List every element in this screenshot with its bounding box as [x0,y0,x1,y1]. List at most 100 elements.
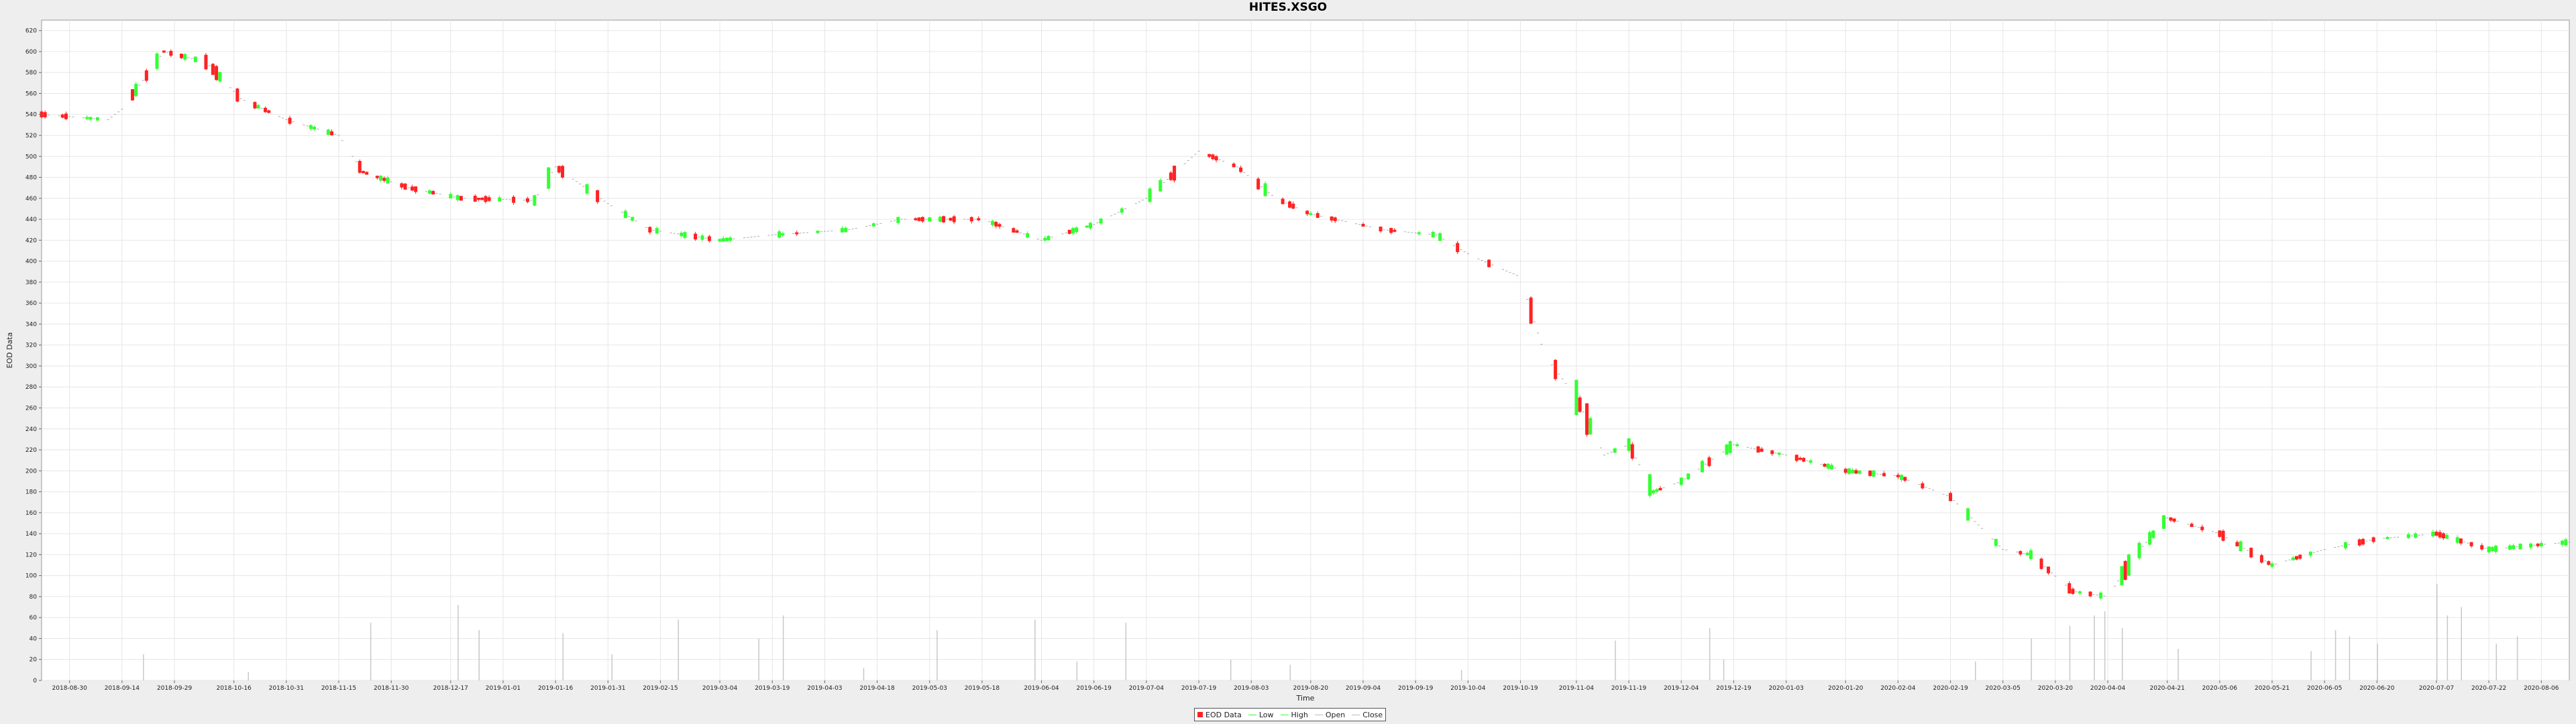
candle-down [1256,178,1260,190]
candle-up [379,176,383,181]
candle-up [2508,545,2512,550]
candle-up [95,117,99,121]
x-tick-label: 2018-11-30 [374,685,409,692]
candle-down [1756,446,1760,453]
candle-up [2270,563,2274,567]
x-tick-label: 2019-07-19 [1181,685,1217,692]
candle-up [533,195,537,206]
candle-up [218,72,222,82]
y-tick-label: 440 [25,217,37,223]
candle-down [1211,154,1215,160]
candle-down [2434,532,2438,536]
candle-down [361,171,365,174]
candle-up [2137,542,2141,558]
x-tick-label: 2019-06-04 [1024,685,1059,692]
volume-bar [2516,636,2518,680]
y-tick-label: 500 [25,154,37,160]
candle-up [1159,180,1163,192]
candle-up [1826,463,1830,469]
candle-down [1012,228,1016,233]
candle-down [211,64,215,75]
candle-down [358,161,362,173]
candle-up [1648,474,1652,496]
candle-down [375,176,379,178]
volume-bar [143,654,144,680]
candle-down [920,217,924,222]
candle-down [977,218,981,221]
candle-down [476,198,480,200]
candle-down [1456,243,1460,253]
candle-down [2294,556,2298,560]
volume-bar [1076,661,1078,680]
candle-down [1214,156,1218,161]
candle-down [2068,583,2072,594]
x-tick-label: 2018-09-29 [157,685,193,692]
candle-down [1823,463,1827,467]
legend-item-close: Close [1352,711,1383,719]
y-tick-label: 180 [25,489,37,496]
candle-up [2494,546,2498,552]
candle-down [1949,493,1953,501]
candle-down [1379,227,1383,232]
x-tick-label: 2019-12-19 [1716,685,1752,692]
x-tick-label: 2019-11-04 [1559,685,1595,692]
candle-down [43,112,47,117]
candle-down [2235,542,2239,546]
candle-up [1679,477,1683,485]
x-tick-label: 2019-03-04 [702,685,738,692]
candle-down [2046,566,2050,574]
candle-up [2561,540,2565,545]
x-tick-label: 2019-01-31 [590,685,625,692]
candle-down [382,178,386,181]
y-tick-label: 580 [25,70,37,76]
y-axis-label: EOD Data [5,333,14,369]
y-tick-label: 120 [25,552,37,558]
candle-up [2487,546,2491,552]
x-tick-label: 2020-02-19 [1933,685,1968,692]
x-tick-label: 2019-09-04 [1346,685,1381,692]
candle-up [680,233,684,237]
candle-down [484,196,488,202]
candle-down [1169,172,1173,180]
candle-up [1655,489,1659,492]
candle-up [1589,418,1593,435]
y-tick-label: 600 [25,49,37,56]
candle-up [938,217,942,222]
candle-down [1173,166,1177,181]
candle-up [2148,532,2152,545]
volume-bars [143,584,2518,680]
candle-up [427,190,431,194]
candle-up [623,210,627,219]
volume-bar [936,629,938,680]
x-tick-label: 2020-01-20 [1828,685,1864,692]
candle-down [1333,217,1337,221]
x-tick-label: 2020-02-04 [1880,685,1916,692]
x-tick-label: 2020-03-05 [1986,685,2021,692]
candle-up [2308,552,2312,556]
candle-down [253,102,257,109]
volume-bar [2069,625,2071,680]
volume-bar [248,672,249,680]
candle-down [2438,532,2442,538]
volume-bar [1460,670,1462,680]
volume-bar [2031,638,2032,680]
candle-up [1851,469,1855,473]
candle-up [2343,542,2347,548]
candle-up [1966,508,1970,521]
candle-up [724,237,729,241]
x-tick-label: 2019-08-03 [1234,685,1269,692]
candle-up [1046,235,1051,241]
candle-down [330,131,334,135]
x-tick-label: 2020-07-07 [2419,685,2454,692]
candle-up [2414,533,2418,538]
candle-down [949,218,953,221]
candle-up [1701,461,1705,473]
candle-down [2441,533,2445,539]
candle-up [85,117,89,119]
x-tick-label: 2018-12-17 [433,685,468,692]
candle-down [2480,545,2484,550]
candle-down [204,54,208,70]
y-tick-label: 300 [25,363,37,370]
candle-down [60,114,64,118]
